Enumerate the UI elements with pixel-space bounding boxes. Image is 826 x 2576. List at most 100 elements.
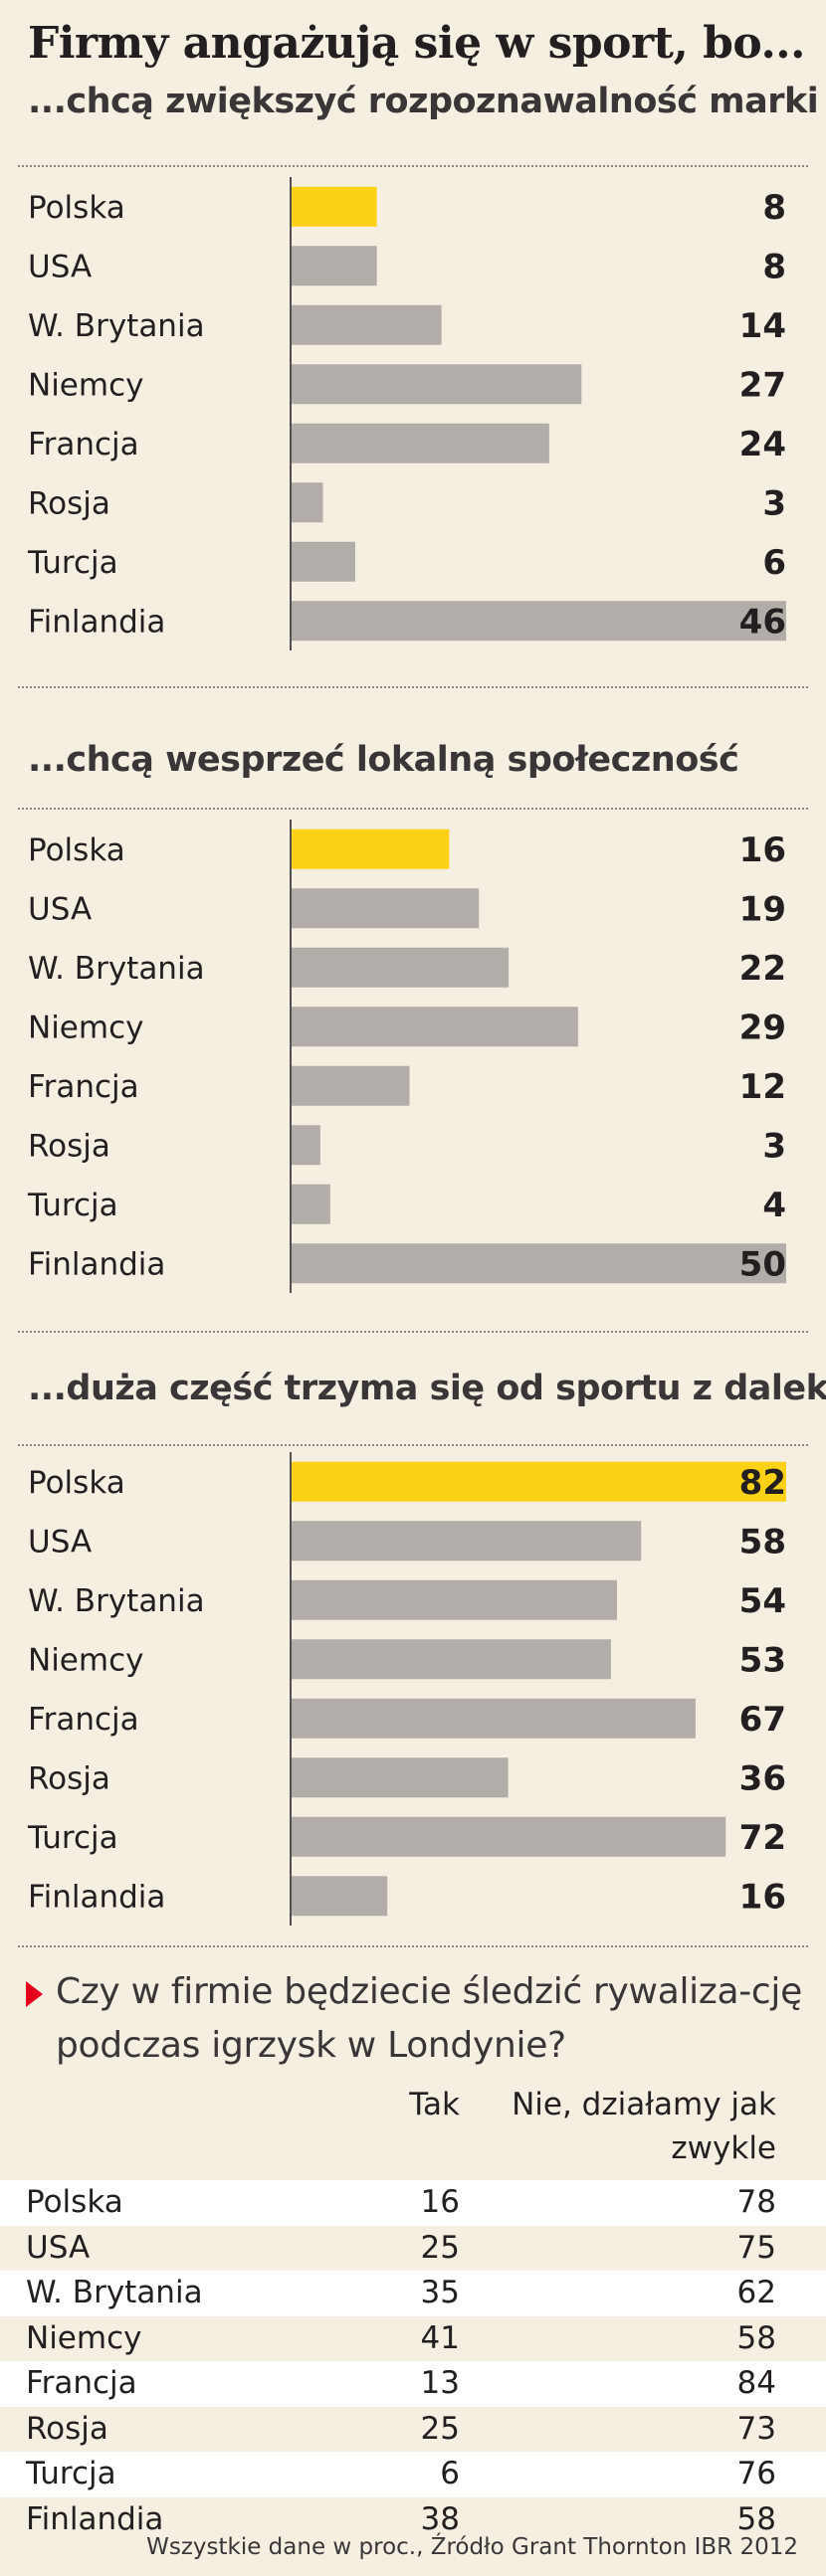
bar-w-brytania xyxy=(291,304,442,345)
table-row: Finlandia 38 58 xyxy=(0,2497,826,2543)
table-row: Turcja 6 76 xyxy=(0,2452,826,2497)
value-label: 4 xyxy=(762,1186,786,1225)
category-label: Turcja xyxy=(27,545,118,581)
category-label: USA xyxy=(28,891,92,927)
category-label: Polska xyxy=(28,832,125,868)
category-label: W. Brytania xyxy=(28,308,205,344)
value-label: 14 xyxy=(739,306,786,346)
chart-2-subtitle: ...chcą wesprzeć lokalną społeczność xyxy=(28,740,739,780)
chart-1-subtitle: ...chcą zwiększyć rozpoznawalność marki xyxy=(28,82,819,121)
category-label: W. Brytania xyxy=(28,1583,205,1619)
category-label: Polska xyxy=(28,190,125,226)
table-cell-country: Finlandia xyxy=(26,2500,164,2537)
category-label: Polska xyxy=(28,1465,125,1501)
bar-turcja xyxy=(291,1816,726,1857)
category-label: Rosja xyxy=(28,485,110,521)
section-divider-3 xyxy=(18,1945,808,1947)
category-label: Francja xyxy=(28,1702,139,1738)
source-footnote: Wszystkie dane w proc., Źródło Grant Tho… xyxy=(146,2534,798,2560)
bar-usa xyxy=(291,1521,642,1562)
bar-finlandia xyxy=(291,1243,786,1284)
table-cell-nie: 62 xyxy=(736,2275,776,2310)
table-cell-tak: 13 xyxy=(420,2365,460,2401)
table-row: Francja 13 84 xyxy=(0,2361,826,2407)
chart-2-svg: Polska 16 USA 19 W. Brytania 22 Niemcy 29 Francj… xyxy=(27,820,786,1293)
value-label: 24 xyxy=(739,425,786,464)
section-divider-2 xyxy=(18,1331,808,1333)
value-label: 58 xyxy=(739,1522,786,1562)
table-cell-tak: 35 xyxy=(420,2275,460,2310)
table-cell-nie: 76 xyxy=(736,2456,776,2491)
table-cell-country: Polska xyxy=(26,2184,123,2220)
bar-rosja xyxy=(291,1125,320,1166)
value-label: 8 xyxy=(762,247,786,286)
bar-niemcy xyxy=(291,1007,578,1047)
table-cell-country: Francja xyxy=(26,2365,137,2401)
column-header-nie: Nie, działamy jak zwykle xyxy=(512,2087,776,2166)
category-label: USA xyxy=(28,1524,92,1560)
table-cell-country: USA xyxy=(26,2229,91,2266)
category-label: Francja xyxy=(28,1069,139,1105)
value-label: 54 xyxy=(739,1581,786,1621)
value-label: 6 xyxy=(762,543,786,583)
bar-polska xyxy=(291,828,450,869)
bar-francja xyxy=(291,1065,410,1106)
chart-3-divider xyxy=(18,1444,808,1446)
category-label: Finlandia xyxy=(28,1879,165,1915)
bar-turcja xyxy=(291,541,355,582)
table-cell-tak: 38 xyxy=(420,2500,460,2537)
value-label: 16 xyxy=(739,1877,786,1917)
chart-2-divider xyxy=(18,808,808,810)
category-label: W. Brytania xyxy=(28,951,205,987)
category-label: Niemcy xyxy=(28,1642,143,1678)
category-label: Rosja xyxy=(28,1760,110,1796)
bar-finlandia xyxy=(291,601,786,642)
category-label: Finlandia xyxy=(28,1246,165,1282)
chart-3-svg: Polska 82 USA 58 W. Brytania 54 Niemcy 53 Francj… xyxy=(27,1452,786,1926)
table-cell-country: Rosja xyxy=(26,2410,108,2447)
value-label: 46 xyxy=(739,602,786,642)
table-cell-tak: 25 xyxy=(420,2410,460,2447)
value-label: 12 xyxy=(739,1067,786,1107)
chart-1-svg: Polska 8 USA 8 W. Brytania 14 Niemcy 27 Francja 2… xyxy=(27,177,786,650)
table-cell-tak: 6 xyxy=(440,2456,460,2491)
table-cell-tak: 16 xyxy=(420,2184,460,2220)
chart-stay-away: Polska 82 USA 58 W. Brytania 54 Niemcy 53 Francj… xyxy=(0,1452,826,1930)
value-label: 29 xyxy=(739,1008,786,1047)
value-label: 82 xyxy=(739,1463,786,1503)
table-cell-nie: 75 xyxy=(736,2229,776,2266)
chart-1-divider xyxy=(18,165,808,167)
table-cell-country: Niemcy xyxy=(26,2319,142,2356)
category-label: Francja xyxy=(28,427,139,462)
bar-w-brytania xyxy=(291,947,510,988)
table-cell-nie: 78 xyxy=(736,2184,776,2220)
value-label: 67 xyxy=(739,1700,786,1740)
bar-rosja xyxy=(291,1757,509,1798)
value-label: 3 xyxy=(762,1126,786,1166)
chart-brand-awareness: Polska 8 USA 8 W. Brytania 14 Niemcy 27 Francja 2… xyxy=(0,177,826,654)
table-cell-tak: 25 xyxy=(420,2229,460,2266)
value-label: 19 xyxy=(739,889,786,929)
table-row: Niemcy 41 58 xyxy=(0,2316,826,2362)
category-label: Niemcy xyxy=(28,1010,143,1045)
table-row: Polska 16 78 xyxy=(0,2180,826,2226)
section-divider-1 xyxy=(18,686,808,688)
value-label: 72 xyxy=(739,1818,786,1858)
table-row: W. Brytania 35 62 xyxy=(0,2271,826,2316)
survey-table: Polska 16 78 USA 25 75 W. Brytania 35 62 Niemcy 41… xyxy=(0,2180,826,2542)
value-label: 8 xyxy=(762,188,786,228)
value-label: 22 xyxy=(739,949,786,989)
value-label: 53 xyxy=(739,1640,786,1680)
survey-question: Czy w firmie będziecie śledzić rywaliza-… xyxy=(56,1971,802,2066)
main-title: Firmy angażują się w sport, bo... xyxy=(28,18,805,69)
category-label: Rosja xyxy=(28,1128,110,1164)
category-label: USA xyxy=(28,249,92,284)
bar-francja xyxy=(291,423,549,463)
category-label: Turcja xyxy=(27,1188,118,1223)
chart-3-subtitle: ...duża część trzyma się od sportu z dal… xyxy=(28,1369,826,1408)
bar-turcja xyxy=(291,1184,330,1224)
bar-polska xyxy=(291,1461,786,1502)
bar-polska xyxy=(291,186,377,227)
value-label: 27 xyxy=(739,365,786,405)
